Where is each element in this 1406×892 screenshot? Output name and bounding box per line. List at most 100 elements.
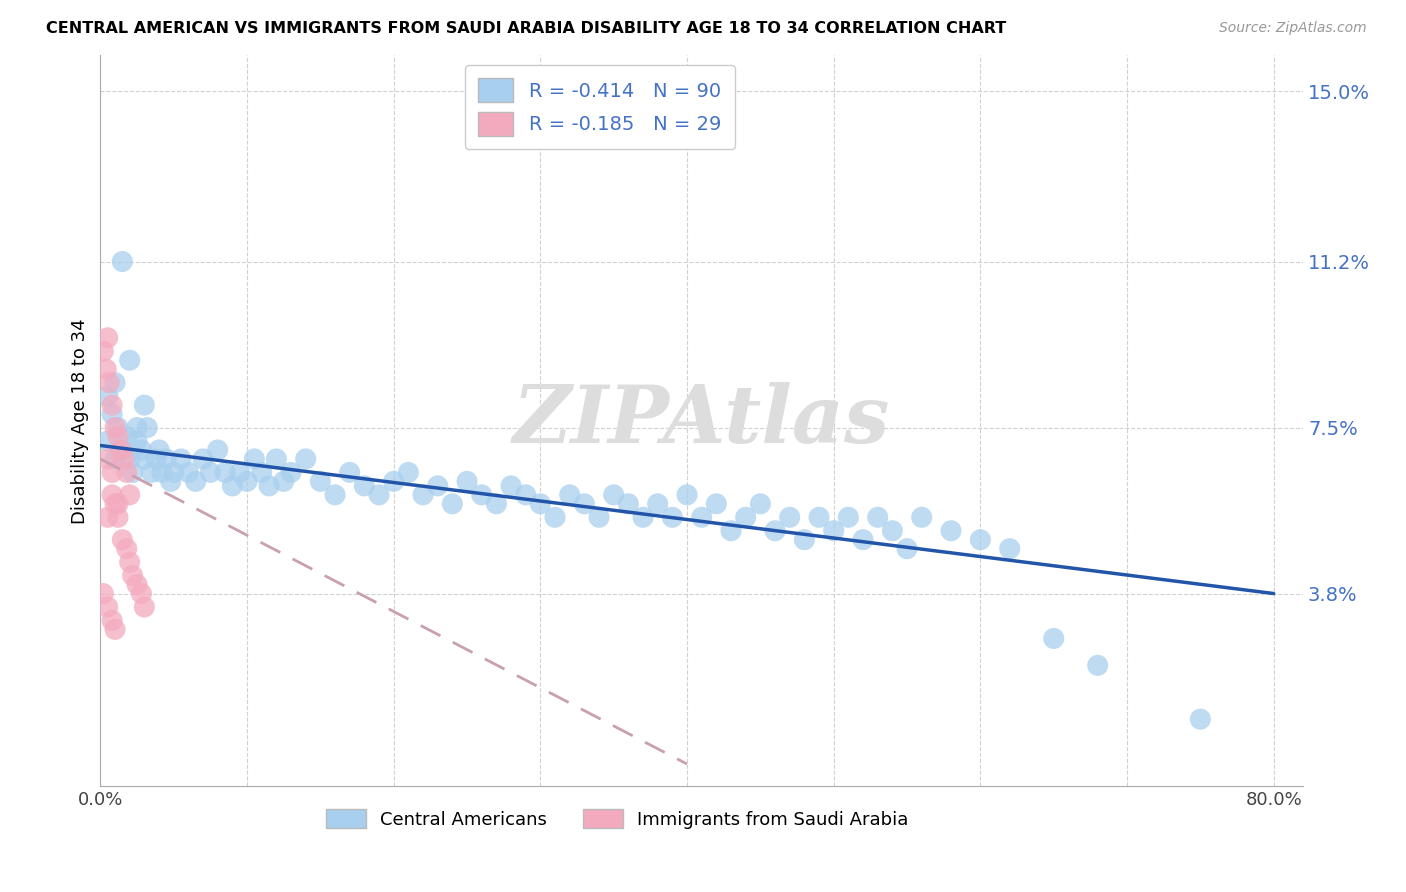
- Legend: Central Americans, Immigrants from Saudi Arabia: Central Americans, Immigrants from Saudi…: [319, 802, 917, 836]
- Point: [184, 475, 207, 489]
- Point: [91, 344, 114, 359]
- Point: [574, 497, 596, 511]
- Point: [294, 452, 316, 467]
- Point: [866, 510, 889, 524]
- Point: [111, 442, 134, 457]
- Point: [163, 466, 186, 480]
- Point: [499, 479, 522, 493]
- Point: [131, 442, 153, 457]
- Point: [107, 497, 129, 511]
- Point: [97, 331, 120, 345]
- Point: [852, 533, 875, 547]
- Point: [101, 614, 124, 628]
- Point: [101, 488, 124, 502]
- Point: [112, 452, 135, 467]
- Point: [118, 452, 141, 467]
- Point: [214, 466, 236, 480]
- Point: [97, 600, 120, 615]
- Point: [134, 452, 156, 467]
- Point: [148, 442, 170, 457]
- Point: [896, 541, 918, 556]
- Point: [111, 533, 134, 547]
- Point: [96, 362, 118, 376]
- Point: [368, 488, 391, 502]
- Point: [647, 497, 669, 511]
- Point: [763, 524, 786, 538]
- Point: [939, 524, 962, 538]
- Point: [485, 497, 508, 511]
- Point: [720, 524, 742, 538]
- Point: [266, 452, 288, 467]
- Point: [544, 510, 567, 524]
- Point: [91, 586, 114, 600]
- Point: [1087, 658, 1109, 673]
- Point: [588, 510, 610, 524]
- Point: [207, 442, 229, 457]
- Point: [97, 510, 120, 524]
- Point: [145, 452, 167, 467]
- Point: [456, 475, 478, 489]
- Point: [101, 466, 124, 480]
- Point: [228, 466, 250, 480]
- Point: [104, 452, 127, 467]
- Point: [150, 466, 173, 480]
- Point: [441, 497, 464, 511]
- Point: [125, 577, 148, 591]
- Point: [998, 541, 1021, 556]
- Point: [125, 434, 148, 448]
- Point: [131, 586, 153, 600]
- Point: [690, 510, 713, 524]
- Point: [115, 541, 138, 556]
- Point: [471, 488, 494, 502]
- Point: [104, 497, 127, 511]
- Point: [911, 510, 934, 524]
- Point: [118, 488, 141, 502]
- Point: [101, 398, 124, 412]
- Point: [602, 488, 624, 502]
- Point: [631, 510, 654, 524]
- Point: [236, 475, 259, 489]
- Point: [104, 420, 127, 434]
- Point: [309, 475, 332, 489]
- Point: [134, 398, 156, 412]
- Point: [250, 466, 273, 480]
- Point: [118, 353, 141, 368]
- Point: [412, 488, 434, 502]
- Point: [134, 600, 156, 615]
- Point: [115, 429, 138, 443]
- Point: [98, 376, 121, 390]
- Point: [159, 475, 181, 489]
- Point: [882, 524, 904, 538]
- Point: [107, 420, 129, 434]
- Point: [97, 389, 120, 403]
- Point: [111, 254, 134, 268]
- Point: [101, 407, 124, 421]
- Point: [1042, 632, 1064, 646]
- Point: [382, 475, 405, 489]
- Point: [706, 497, 728, 511]
- Point: [515, 488, 537, 502]
- Point: [734, 510, 756, 524]
- Point: [779, 510, 801, 524]
- Point: [837, 510, 859, 524]
- Point: [177, 466, 200, 480]
- Point: [97, 434, 120, 448]
- Point: [323, 488, 346, 502]
- Point: [617, 497, 640, 511]
- Point: [243, 452, 266, 467]
- Point: [529, 497, 551, 511]
- Point: [273, 475, 295, 489]
- Point: [221, 479, 243, 493]
- Point: [110, 442, 132, 457]
- Point: [808, 510, 831, 524]
- Point: [676, 488, 699, 502]
- Point: [1189, 712, 1212, 726]
- Text: ZIPAtlas: ZIPAtlas: [513, 382, 890, 459]
- Point: [200, 466, 222, 480]
- Point: [339, 466, 361, 480]
- Point: [823, 524, 845, 538]
- Point: [661, 510, 683, 524]
- Point: [969, 533, 991, 547]
- Point: [749, 497, 772, 511]
- Point: [107, 510, 129, 524]
